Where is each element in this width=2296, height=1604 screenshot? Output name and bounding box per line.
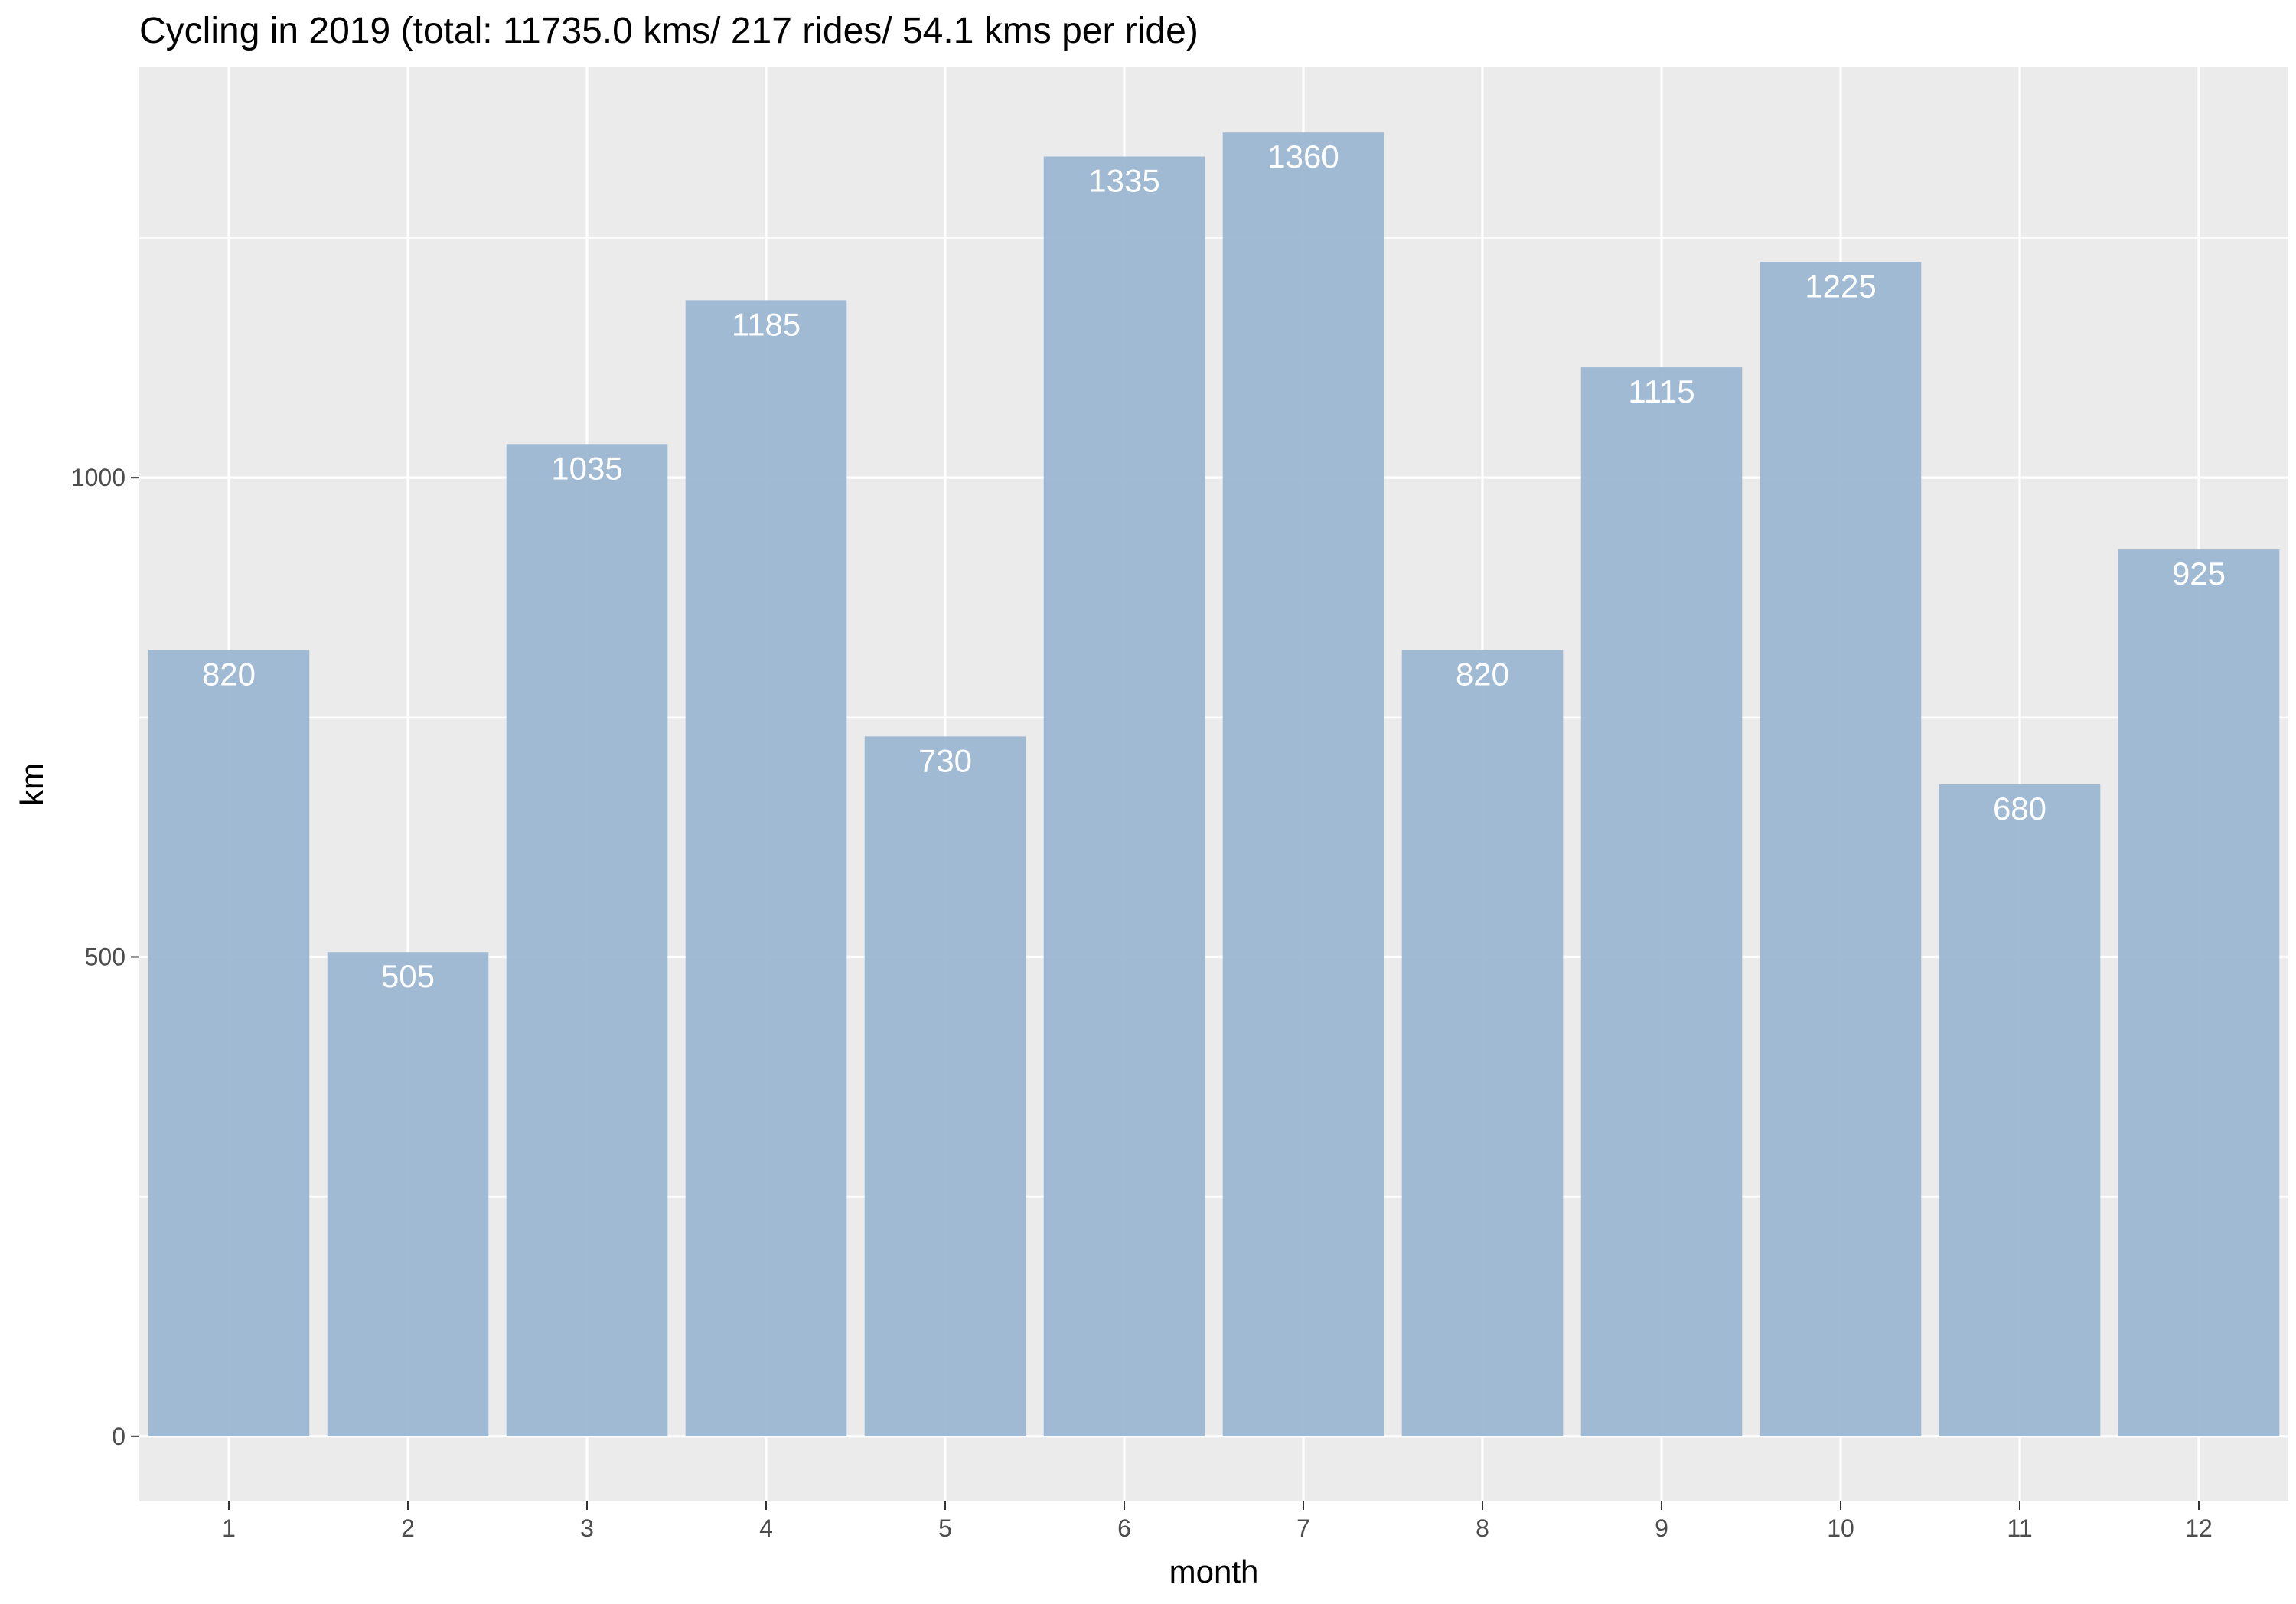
y-tick-label: 0: [112, 1423, 126, 1450]
x-tick-label: 3: [580, 1514, 594, 1542]
bar-month-4: [685, 300, 847, 1436]
data-label-month-6: 1335: [1088, 162, 1159, 198]
bar-month-6: [1043, 156, 1205, 1436]
y-tick-label: 500: [85, 943, 126, 970]
bar-month-12: [2118, 549, 2280, 1436]
x-tick-label: 4: [759, 1514, 773, 1542]
y-axis-title: km: [14, 763, 50, 806]
plot-panel: [139, 67, 2288, 1501]
x-tick-label: 8: [1476, 1514, 1489, 1542]
data-labels: 820 505 1035 1185 730 1335 1360 820 1115 1225 680 9…: [202, 139, 2226, 994]
bar-month-8: [1401, 650, 1564, 1436]
bar-month-10: [1760, 262, 1922, 1436]
bar-month-2: [327, 952, 489, 1436]
x-axis-title: month: [1169, 1553, 1259, 1589]
data-label-month-1: 820: [202, 657, 256, 693]
data-label-month-2: 505: [381, 958, 435, 994]
x-tick-label: 7: [1296, 1514, 1310, 1542]
y-axis: 0 500 1000: [71, 464, 139, 1450]
x-tick-label: 9: [1655, 1514, 1668, 1542]
bar-month-1: [148, 650, 310, 1436]
x-tick-label: 6: [1117, 1514, 1131, 1542]
minor-gridlines: [139, 237, 2288, 1198]
data-label-month-11: 680: [1993, 791, 2047, 826]
x-tick-label: 1: [222, 1514, 236, 1542]
data-label-month-8: 820: [1456, 657, 1509, 693]
x-tick-label: 5: [938, 1514, 952, 1542]
data-label-month-12: 925: [2172, 556, 2226, 592]
bar-month-11: [1939, 784, 2101, 1436]
bars: [148, 132, 2280, 1436]
bar-month-3: [506, 444, 668, 1436]
data-label-month-7: 1360: [1267, 139, 1339, 174]
data-label-month-9: 1115: [1628, 373, 1694, 409]
x-tick-label: 10: [1827, 1514, 1854, 1542]
data-label-month-3: 1035: [551, 450, 622, 486]
bar-month-9: [1580, 367, 1743, 1436]
x-axis: 1 2 3 4 5 6 7 8 9 10 11 12: [222, 1501, 2213, 1542]
x-tick-label: 12: [2185, 1514, 2213, 1542]
data-label-month-10: 1225: [1805, 268, 1876, 304]
x-tick-label: 2: [401, 1514, 415, 1542]
bar-month-7: [1222, 132, 1384, 1436]
y-tick-label: 1000: [71, 464, 126, 491]
data-label-month-4: 1185: [732, 306, 801, 342]
bar-month-5: [864, 736, 1026, 1436]
data-label-month-5: 730: [918, 742, 972, 778]
x-tick-label: 11: [2007, 1514, 2032, 1542]
chart-title: Cycling in 2019 (total: 11735.0 kms/ 217…: [139, 11, 1199, 51]
